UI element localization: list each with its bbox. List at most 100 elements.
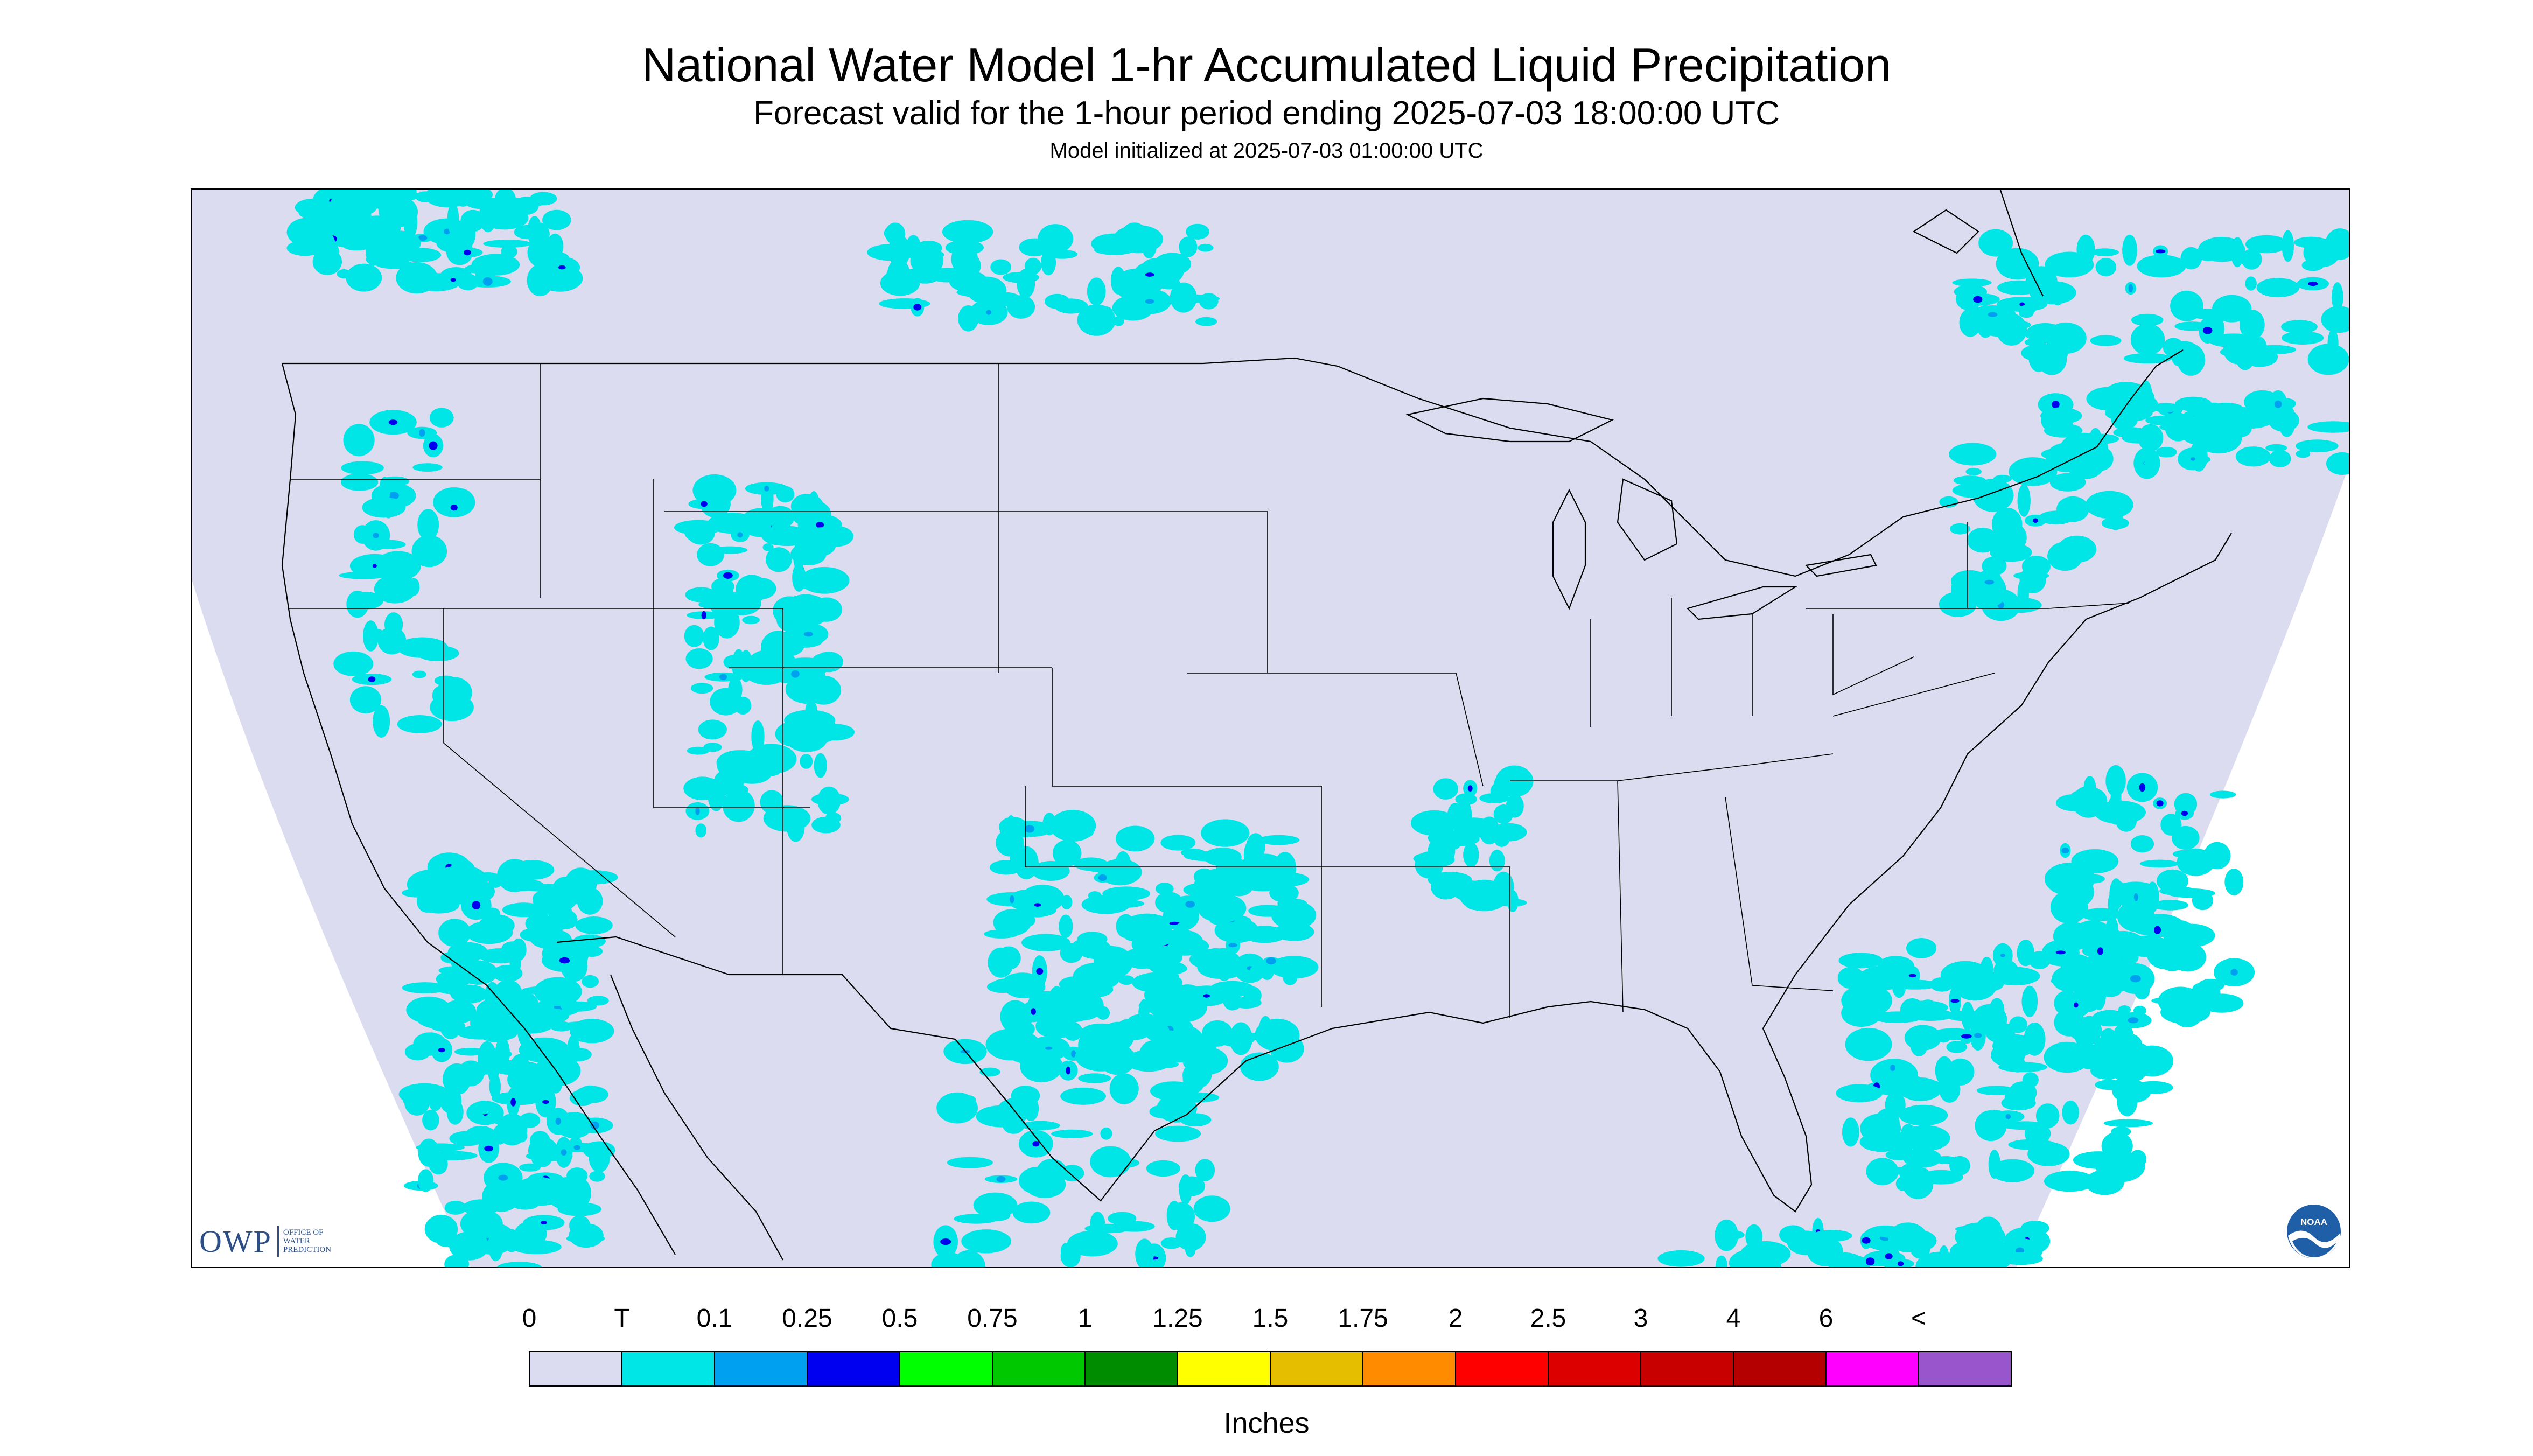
precip-cell	[427, 1151, 478, 1160]
precip-cell	[2091, 248, 2119, 256]
legend-label: T	[614, 1304, 629, 1333]
precip-cell	[1114, 1221, 1155, 1232]
precip-cell	[1174, 1092, 1220, 1103]
precip-cell	[519, 1037, 570, 1063]
precip-cell-heavy	[2130, 975, 2141, 983]
precip-cell	[1150, 1023, 1170, 1042]
precip-cell	[781, 594, 831, 627]
precip-cell-heavy	[701, 501, 708, 507]
precip-cell	[2093, 964, 2106, 978]
precip-cell	[1787, 1230, 1825, 1255]
precipitation-legend: 0 T 0.1 0.25 0.5 0.75 1 1.25 1.5 1.75 2 2.5 3 4 6 <	[522, 1304, 2012, 1387]
precip-cell	[755, 763, 786, 773]
precip-cell	[333, 651, 374, 676]
precip-cell	[1178, 1176, 1206, 1196]
precip-cell	[887, 258, 910, 291]
precip-cell-heavy	[559, 957, 570, 964]
precip-cell	[475, 1017, 517, 1042]
precip-cell	[2245, 235, 2288, 254]
precip-cell	[1413, 852, 1448, 865]
us-mexico-border	[556, 936, 1155, 1202]
precip-cell-heavy	[573, 1145, 580, 1150]
precip-cell	[2301, 259, 2324, 271]
precip-cell	[1123, 948, 1161, 969]
precip-cell	[2177, 848, 2215, 876]
precip-cell	[529, 192, 557, 206]
precip-cell	[417, 552, 447, 560]
precip-cell	[942, 220, 993, 244]
precip-cell	[2140, 859, 2179, 868]
precip-cell	[2209, 790, 2236, 799]
precip-cell	[1081, 895, 1130, 914]
precip-cell	[1134, 927, 1176, 947]
precip-cell	[708, 512, 757, 534]
precip-cell	[2296, 439, 2339, 453]
precip-cell	[2332, 282, 2343, 312]
precip-cell	[1990, 543, 2032, 562]
precip-cell	[402, 1094, 433, 1107]
precip-cell	[685, 648, 713, 669]
precip-cell	[1000, 1000, 1030, 1033]
precip-cell	[2022, 1072, 2039, 1088]
precip-cell	[2119, 1035, 2140, 1046]
legend-swatch	[529, 1351, 622, 1387]
precip-cell	[1410, 810, 1458, 836]
precip-cell	[496, 1262, 542, 1268]
precip-cell	[1842, 1117, 1859, 1147]
precip-cell	[476, 872, 500, 881]
precip-cell-heavy	[561, 1149, 567, 1156]
precip-cell	[1047, 249, 1078, 259]
precip-cell	[2045, 251, 2094, 278]
precip-cell	[2095, 258, 2117, 277]
precip-cell	[450, 859, 475, 883]
precip-cell-heavy	[2055, 950, 2066, 955]
precip-cell	[1161, 963, 1187, 974]
precip-cell	[1155, 1125, 1201, 1142]
precip-cell	[888, 235, 911, 268]
precip-cell	[2041, 407, 2074, 434]
precip-cell	[1115, 825, 1155, 852]
precip-cell-heavy	[1024, 825, 1035, 833]
precip-cell	[2026, 323, 2064, 344]
precip-cell	[1072, 939, 1097, 953]
precip-cell	[1096, 1006, 1110, 1020]
precip-cell	[1740, 1241, 1791, 1267]
precip-cell	[2137, 255, 2186, 278]
precip-cell	[2144, 459, 2158, 467]
precip-cell	[560, 1001, 597, 1012]
precip-cell-heavy	[429, 441, 438, 450]
precip-cell	[811, 816, 841, 834]
legend-swatch	[899, 1351, 993, 1387]
precip-cell	[1211, 948, 1236, 966]
precip-cell	[517, 1182, 564, 1206]
precip-cell	[412, 670, 426, 678]
precip-cell	[984, 929, 1019, 939]
noaa-logo-text: NOAA	[2300, 1217, 2327, 1227]
precip-cell	[589, 1142, 610, 1173]
precip-cell	[2326, 452, 2350, 475]
precip-cell-heavy	[373, 533, 379, 538]
precip-cell	[2193, 402, 2235, 436]
legend-units: Inches	[1223, 1407, 1310, 1439]
owp-logo-mark: OWP	[199, 1223, 272, 1259]
precip-cell-heavy	[2097, 947, 2103, 955]
precip-cell	[1082, 1023, 1122, 1038]
precip-cell	[2028, 951, 2051, 969]
precipitation-map	[191, 188, 2350, 1268]
precip-cell	[1901, 1000, 1948, 1015]
precip-cell	[542, 209, 571, 230]
precip-cell-heavy	[816, 522, 824, 528]
precip-cell	[2189, 309, 2228, 320]
map-frame	[191, 188, 2350, 1268]
legend-swatch	[1270, 1351, 1363, 1387]
precip-cell-heavy	[2181, 810, 2188, 816]
precip-cell-heavy	[1071, 1050, 1076, 1058]
precip-cell-heavy	[1032, 1141, 1040, 1147]
precip-cell	[382, 197, 418, 227]
precip-cell	[1998, 1252, 2043, 1265]
precip-cell	[1077, 304, 1116, 336]
precip-cell	[1060, 1087, 1106, 1105]
precip-cell	[1039, 990, 1088, 1021]
precip-cell	[2094, 800, 2146, 824]
precip-cell	[2192, 933, 2207, 946]
